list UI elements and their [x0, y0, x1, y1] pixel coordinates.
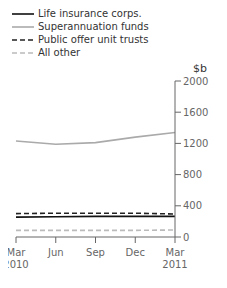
svg-text:Mar2011: Mar2011	[162, 247, 187, 270]
svg-text:Dec: Dec	[126, 247, 145, 258]
html-text:$b: $b	[193, 62, 207, 75]
svg-text:2000: 2000	[183, 76, 208, 87]
svg-text:400: 400	[183, 200, 202, 211]
svg-text:800: 800	[183, 169, 202, 180]
html-text:Superannuation funds: Superannuation funds	[38, 21, 149, 32]
svg-text:Sep: Sep	[86, 247, 105, 258]
svg-text:1200: 1200	[183, 138, 208, 149]
svg-text:Jun: Jun	[47, 247, 64, 258]
html-text:Public offer unit trusts: Public offer unit trusts	[38, 34, 149, 45]
svg-text:Mar2010: Mar2010	[8, 247, 29, 270]
svg-text:0: 0	[183, 232, 189, 243]
html-text:All other: All other	[38, 47, 81, 58]
svg-text:1600: 1600	[183, 107, 208, 118]
html-text:Life insurance corps.: Life insurance corps.	[38, 8, 142, 19]
